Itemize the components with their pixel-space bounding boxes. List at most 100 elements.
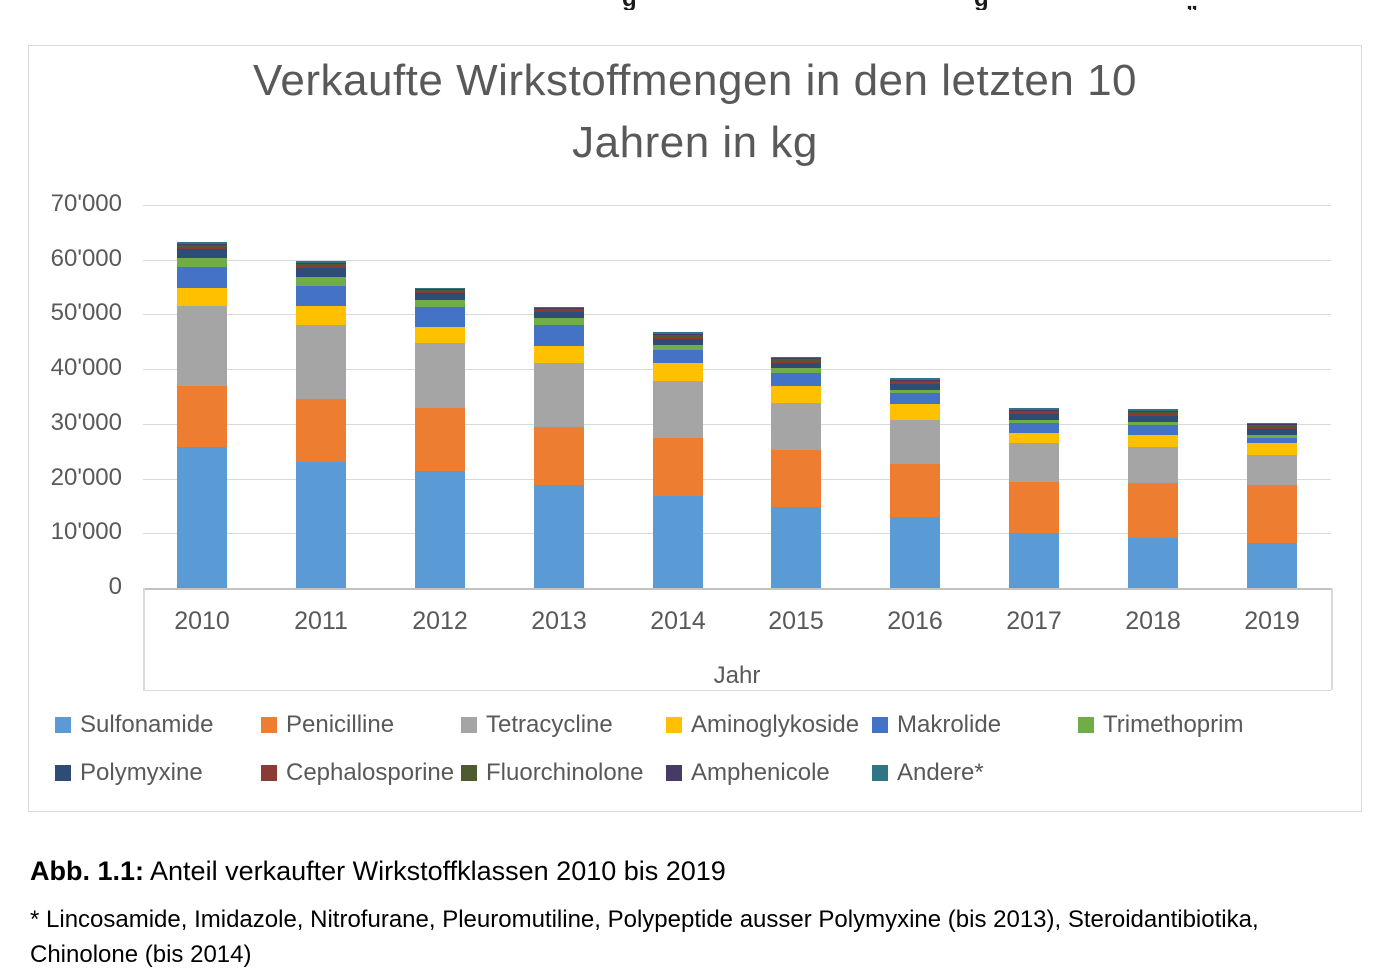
legend-label-penicilline: Penicilline — [286, 711, 395, 738]
legend-swatch-cephalosporine — [261, 765, 277, 781]
bar-segment-2015-polymyxine — [771, 363, 821, 368]
bar-segment-2010-tetracycline — [177, 306, 227, 386]
bar-segment-2019-tetracycline — [1247, 455, 1297, 485]
bar-segment-2017-trimethoprim — [1009, 420, 1059, 423]
bar-segment-2018-sulfonamide — [1128, 538, 1178, 588]
bar-segment-2018-andere — [1128, 409, 1178, 411]
gridline — [143, 314, 1331, 315]
x-tick-label-2013: 2013 — [531, 607, 587, 635]
bar-segment-2011-cephalosporine — [296, 266, 346, 268]
x-tick-label-2014: 2014 — [650, 607, 706, 635]
figure-caption: Abb. 1.1: Anteil verkaufter Wirkstoffkla… — [30, 856, 1375, 887]
legend-item-aminoglykoside: Aminoglykoside — [666, 711, 859, 739]
bar-segment-2019-fluorchinolone — [1247, 425, 1297, 427]
legend-label-fluorchinolone: Fluorchinolone — [486, 759, 644, 786]
caption-number: Abb. 1.1: — [30, 856, 145, 886]
legend-item-tetracycline: Tetracycline — [461, 711, 613, 739]
legend-label-tetracycline: Tetracycline — [486, 711, 613, 738]
y-tick-label: 30'000 — [50, 409, 122, 436]
bar-segment-2017-aminoglykoside — [1009, 433, 1059, 443]
legend-label-polymyxine: Polymyxine — [80, 759, 203, 786]
bar-segment-2012-tetracycline — [415, 343, 465, 408]
bar-segment-2015-aminoglykoside — [771, 386, 821, 403]
bar-segment-2018-fluorchinolone — [1128, 412, 1178, 413]
bar-segment-2010-cephalosporine — [177, 247, 227, 249]
bar-segment-2011-fluorchinolone — [296, 264, 346, 266]
x-tick-label-2010: 2010 — [174, 607, 230, 635]
cutoff-text-line: g g „ — [0, 0, 1400, 10]
bar-segment-2014-trimethoprim — [653, 345, 703, 350]
bar-segment-2016-polymyxine — [890, 384, 940, 390]
bar-segment-2019-penicilline — [1247, 485, 1297, 543]
legend-swatch-amphenicole — [666, 765, 682, 781]
x-axis-title: Jahr — [713, 662, 761, 689]
gridline — [143, 205, 1331, 206]
x-tick-label-2011: 2011 — [294, 607, 348, 635]
bar-segment-2017-makrolide — [1009, 423, 1059, 433]
bar-segment-2012-amphenicole — [415, 289, 465, 290]
bar-segment-2012-penicilline — [415, 408, 465, 471]
bar-segment-2019-andere — [1247, 423, 1297, 424]
bar-segment-2017-sulfonamide — [1009, 533, 1059, 588]
bar-segment-2011-polymyxine — [296, 268, 346, 277]
bar-segment-2012-aminoglykoside — [415, 327, 465, 343]
legend-label-cephalosporine: Cephalosporine — [286, 759, 455, 786]
bar-segment-2015-cephalosporine — [771, 361, 821, 363]
axis-box-left-line — [143, 588, 145, 690]
bar-segment-2016-makrolide — [890, 393, 940, 404]
legend-item-sulfonamide: Sulfonamide — [55, 711, 213, 739]
bar-segment-2017-penicilline — [1009, 482, 1059, 533]
y-tick-label: 70'000 — [50, 190, 122, 217]
bar-segment-2011-andere — [296, 261, 346, 263]
cutoff-glyph: „ — [1186, 0, 1198, 10]
chart-title-line2: Jahren in kg — [572, 118, 818, 167]
bar-segment-2017-tetracycline — [1009, 443, 1059, 482]
bar-segment-2011-penicilline — [296, 399, 346, 462]
bar-segment-2019-amphenicole — [1247, 424, 1297, 425]
bar-segment-2012-makrolide — [415, 307, 465, 327]
bar-segment-2015-tetracycline — [771, 403, 821, 450]
bar-segment-2019-polymyxine — [1247, 429, 1297, 435]
bar-segment-2012-polymyxine — [415, 293, 465, 300]
bar-segment-2019-trimethoprim — [1247, 435, 1297, 438]
legend-item-polymyxine: Polymyxine — [55, 759, 203, 787]
bar-segment-2016-trimethoprim — [890, 390, 940, 393]
legend-swatch-tetracycline — [461, 717, 477, 733]
legend-swatch-polymyxine — [55, 765, 71, 781]
bar-segment-2013-aminoglykoside — [534, 346, 584, 363]
bar-segment-2013-cephalosporine — [534, 310, 584, 312]
bar-segment-2014-amphenicole — [653, 334, 703, 335]
bar-segment-2012-andere — [415, 288, 465, 289]
cutoff-glyph: g — [974, 0, 989, 10]
bar-segment-2016-sulfonamide — [890, 517, 940, 588]
y-tick-label: 0 — [108, 573, 122, 600]
legend-label-makrolide: Makrolide — [897, 711, 1002, 738]
x-tick-label-2012: 2012 — [412, 607, 468, 635]
bar-segment-2013-makrolide — [534, 325, 584, 346]
bar-segment-2013-polymyxine — [534, 312, 584, 318]
bar-segment-2014-aminoglykoside — [653, 363, 703, 381]
bar-segment-2010-polymyxine — [177, 249, 227, 258]
x-tick-label-2015: 2015 — [768, 607, 824, 635]
bar-segment-2017-amphenicole — [1009, 410, 1059, 411]
legend-swatch-andere — [872, 765, 888, 781]
y-tick-label: 20'000 — [50, 464, 122, 491]
bar-segment-2018-penicilline — [1128, 483, 1178, 538]
chart-title: Verkaufte Wirkstoffmengen in den letzten… — [28, 50, 1362, 174]
bar-segment-2018-tetracycline — [1128, 447, 1178, 483]
axis-box-bottom-line — [143, 690, 1331, 691]
legend-swatch-penicilline — [261, 717, 277, 733]
bar-segment-2013-trimethoprim — [534, 318, 584, 325]
legend-item-amphenicole: Amphenicole — [666, 759, 830, 787]
bar-segment-2011-aminoglykoside — [296, 306, 346, 325]
bar-segment-2011-makrolide — [296, 286, 346, 306]
x-tick-label-2016: 2016 — [887, 607, 943, 635]
bar-segment-2014-penicilline — [653, 438, 703, 496]
bar-segment-2019-aminoglykoside — [1247, 443, 1297, 455]
bar-segment-2017-polymyxine — [1009, 414, 1059, 420]
legend-item-andere: Andere* — [872, 759, 984, 787]
legend-label-sulfonamide: Sulfonamide — [80, 711, 214, 738]
bar-segment-2019-sulfonamide — [1247, 543, 1297, 588]
bar-segment-2010-fluorchinolone — [177, 245, 227, 247]
bar-segment-2010-sulfonamide — [177, 447, 227, 588]
